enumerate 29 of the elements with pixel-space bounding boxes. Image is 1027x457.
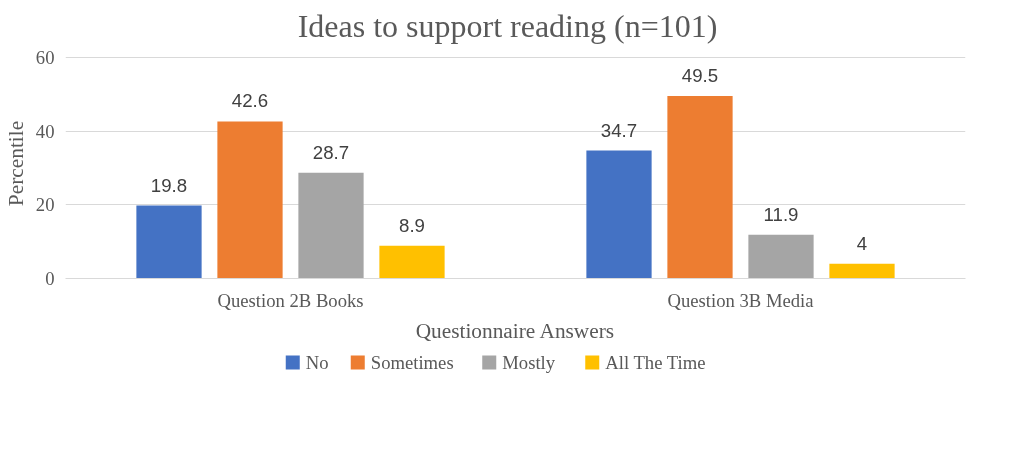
data-label: 34.7	[600, 119, 638, 141]
bar	[379, 245, 445, 279]
bar	[298, 172, 364, 279]
data-label: 11.9	[763, 203, 799, 225]
legend-label: Sometimes	[370, 352, 454, 373]
bar	[217, 121, 283, 279]
bar	[829, 263, 895, 279]
data-label: 42.6	[231, 90, 269, 112]
chart-title: Ideas to support reading (n=101)	[297, 7, 718, 44]
y-tick-label: 40	[35, 120, 55, 142]
x-tick-label: Question 2B Books	[217, 289, 364, 311]
legend-label: Mostly	[502, 352, 556, 373]
bar	[136, 205, 202, 279]
y-axis-title: Percentile	[3, 120, 28, 207]
data-label: 8.9	[399, 214, 425, 236]
y-tick-label: 60	[35, 46, 55, 68]
bar	[667, 96, 733, 279]
bar	[748, 234, 814, 279]
data-label: 19.8	[150, 174, 188, 196]
data-label: 49.5	[681, 65, 719, 87]
data-label: 28.7	[312, 141, 350, 163]
y-tick-label: 0	[45, 268, 55, 289]
y-tick-label: 20	[35, 194, 55, 216]
legend-label: No	[305, 352, 329, 373]
legend-label: All The Time	[605, 352, 706, 373]
data-label: 4	[856, 232, 868, 254]
bar	[586, 150, 652, 279]
x-axis-title: Questionnaire Answers	[415, 318, 615, 343]
x-tick-label: Question 3B Media	[667, 289, 815, 311]
